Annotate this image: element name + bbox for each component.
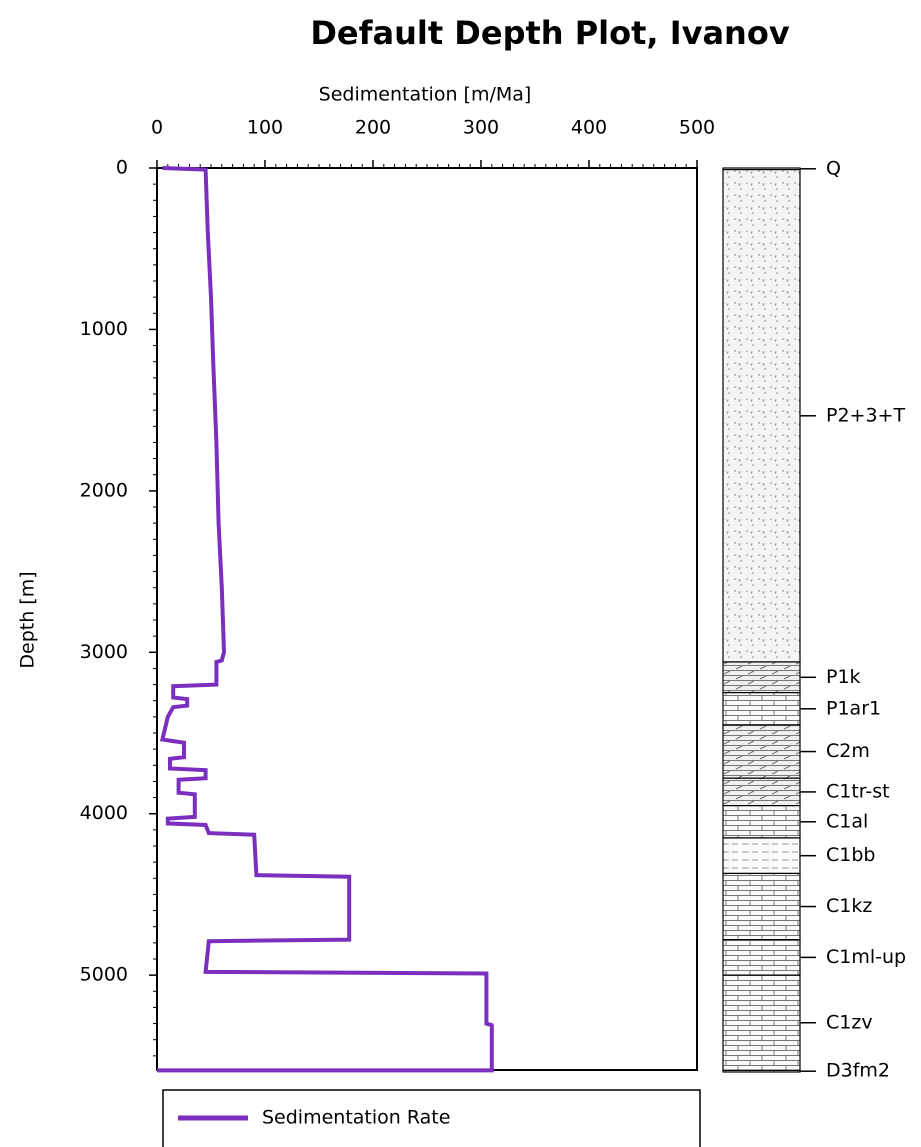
formation-label: P1ar1: [826, 697, 881, 719]
plot-frame: [156, 167, 698, 1071]
y-tick-label: 3000: [80, 641, 128, 663]
sedimentation-line: [157, 166, 494, 1073]
formation: [722, 837, 801, 875]
formation: [722, 724, 801, 779]
formation: [722, 1069, 801, 1073]
formation: [722, 661, 801, 694]
formation-label: C1kz: [826, 895, 872, 917]
formation: [722, 777, 801, 807]
formation-label: D3fm2: [826, 1060, 890, 1082]
formation: [722, 805, 801, 839]
y-axis-label: Depth [m]: [17, 571, 39, 668]
formation-label: C1zv: [826, 1011, 873, 1033]
formation: [722, 169, 801, 663]
y-tick-label: 5000: [80, 964, 128, 986]
chart-title: Default Depth Plot, Ivanov: [310, 14, 789, 52]
legend: [162, 1089, 701, 1147]
formation-label: Q: [826, 157, 841, 179]
x-tick-label: 200: [355, 117, 391, 139]
formation-label: C1ml-up: [826, 946, 906, 968]
formation-label: P2+3+T: [826, 404, 905, 426]
formation: [722, 692, 801, 726]
formation-label: C1al: [826, 810, 868, 832]
formation-label: C1bb: [826, 844, 875, 866]
y-tick-label: 1000: [80, 318, 128, 340]
formation-label: C1tr-st: [826, 780, 890, 802]
x-tick-label: 500: [679, 117, 715, 139]
y-tick-label: 0: [116, 157, 128, 179]
y-tick-label: 2000: [80, 479, 128, 501]
x-axis-label: Sedimentation [m/Ma]: [319, 84, 532, 106]
x-tick-label: 400: [571, 117, 607, 139]
formation-label: P1k: [826, 666, 861, 688]
x-tick-label: 300: [463, 117, 499, 139]
formation: [722, 939, 801, 976]
legend-label: Sedimentation Rate: [262, 1107, 450, 1129]
formation-label: C2m: [826, 740, 870, 762]
x-tick-label: 100: [247, 117, 283, 139]
x-tick-label: 0: [151, 117, 163, 139]
formation: [722, 872, 801, 941]
formation: [722, 974, 801, 1071]
y-tick-label: 4000: [80, 802, 128, 824]
